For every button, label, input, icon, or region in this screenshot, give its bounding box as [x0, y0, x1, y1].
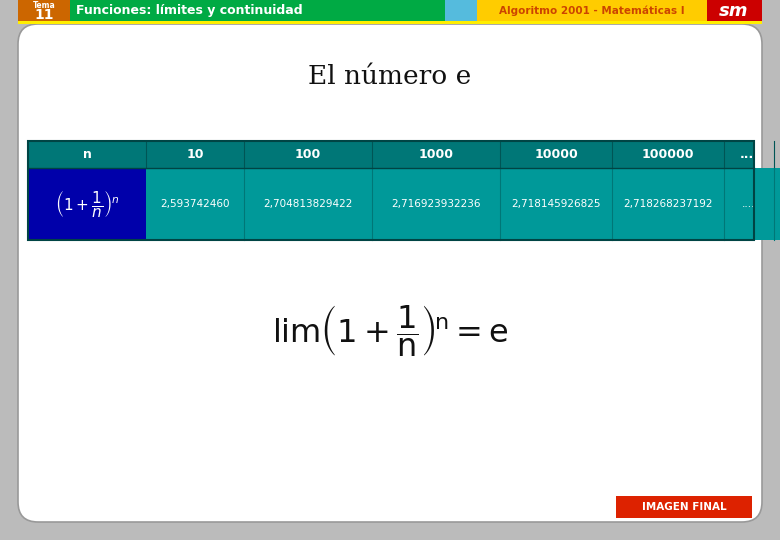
Text: 2,716923932236: 2,716923932236 — [392, 199, 480, 209]
Text: ....: .... — [739, 148, 758, 161]
FancyBboxPatch shape — [18, 24, 762, 522]
Text: n: n — [83, 148, 91, 161]
Text: Funciones: límites y continuidad: Funciones: límites y continuidad — [76, 4, 303, 17]
Text: 100: 100 — [295, 148, 321, 161]
Bar — [28, 141, 754, 240]
Text: 2,704813829422: 2,704813829422 — [264, 199, 353, 209]
Text: El número e: El número e — [308, 64, 472, 90]
Bar — [146, 168, 780, 240]
Text: 10000: 10000 — [534, 148, 578, 161]
Bar — [477, 0, 707, 21]
Bar — [28, 168, 146, 240]
Text: $\lim\left(1 + \dfrac{1}{\mathrm{n}}\right)^{\!\mathrm{n}} = \mathrm{e}$: $\lim\left(1 + \dfrac{1}{\mathrm{n}}\rig… — [271, 302, 509, 357]
Text: Tema: Tema — [33, 2, 55, 10]
Bar — [70, 0, 445, 21]
Text: Algoritmo 2001 - Matemáticas I: Algoritmo 2001 - Matemáticas I — [499, 5, 685, 16]
Text: 100000: 100000 — [642, 148, 694, 161]
Text: IMAGEN FINAL: IMAGEN FINAL — [642, 502, 726, 512]
Text: ....: .... — [743, 199, 756, 209]
Bar — [616, 496, 752, 518]
Bar — [707, 0, 762, 21]
Text: $\left(1+\dfrac{1}{n}\right)^{n}$: $\left(1+\dfrac{1}{n}\right)^{n}$ — [55, 189, 119, 219]
Text: 10: 10 — [186, 148, 204, 161]
Text: 2,593742460: 2,593742460 — [160, 199, 230, 209]
Bar — [28, 141, 754, 168]
Text: 2,718268237192: 2,718268237192 — [623, 199, 713, 209]
Text: 11: 11 — [34, 8, 54, 22]
Bar — [18, 0, 70, 21]
Text: sm: sm — [719, 2, 749, 19]
Text: 2,718145926825: 2,718145926825 — [511, 199, 601, 209]
Text: 1000: 1000 — [419, 148, 453, 161]
Bar — [445, 0, 477, 21]
Bar — [18, 21, 762, 24]
